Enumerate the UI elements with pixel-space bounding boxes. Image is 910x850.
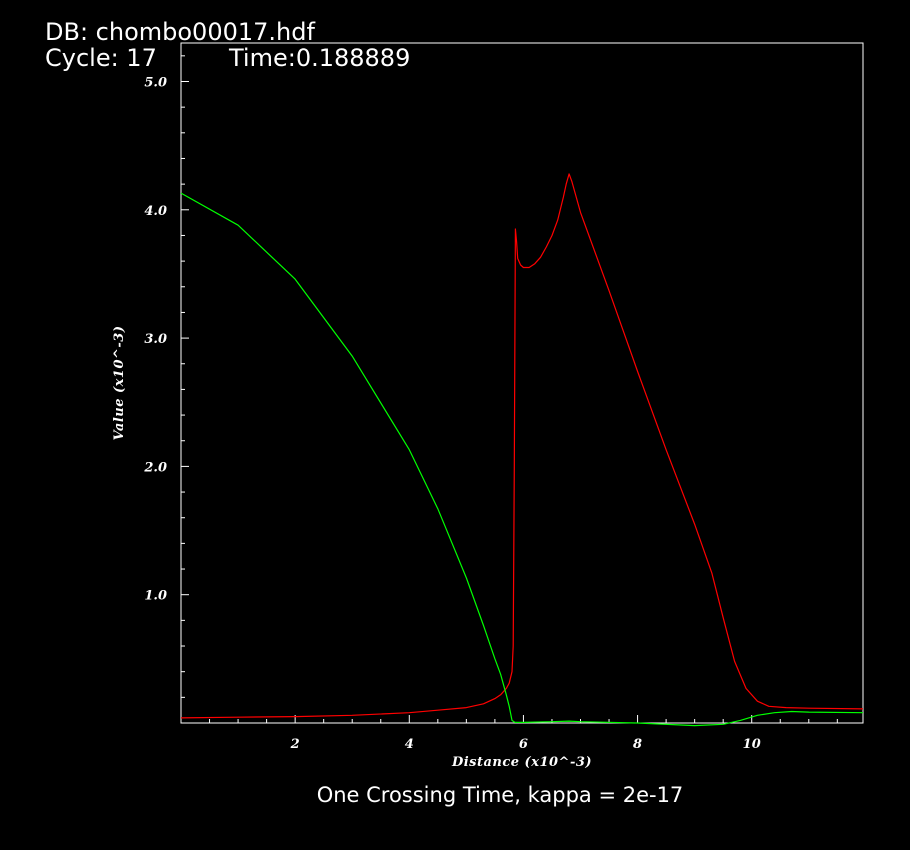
series-layer (180, 173, 864, 727)
x-tick-label: 4 (405, 737, 414, 752)
x-tick-label: 8 (633, 737, 642, 752)
series-line-1 (180, 173, 864, 719)
y-tick-label: 3.0 (144, 332, 167, 347)
y-axis: 1.0 2.0 3.0 4.0 5.0 (143, 75, 167, 603)
y-tick-label: 2.0 (143, 460, 167, 475)
x-tick-label: 6 (519, 737, 528, 752)
y-tick-label: 4.0 (144, 204, 167, 219)
database-filename: DB: chombo00017.hdf (45, 18, 315, 46)
series-line-2 (180, 192, 864, 727)
plot-frame (180, 42, 864, 724)
cycle-label: Cycle: 17 (45, 44, 157, 72)
x-tick-label: 10 (743, 737, 761, 752)
y-tick-label: 1.0 (144, 589, 167, 604)
y-tick-label: 5.0 (144, 75, 167, 90)
x-axis-label: Distance (x10^-3) (451, 755, 592, 770)
x-tick-label: 2 (290, 737, 300, 752)
time-label: Time:0.188889 (229, 44, 411, 72)
x-axis: 2 4 6 8 10 (290, 737, 761, 752)
y-axis-label: Value (x10^-3) (112, 326, 127, 441)
minor-ticks (181, 55, 838, 723)
chart-subtitle: One Crossing Time, kappa = 2e-17 (316, 783, 684, 807)
